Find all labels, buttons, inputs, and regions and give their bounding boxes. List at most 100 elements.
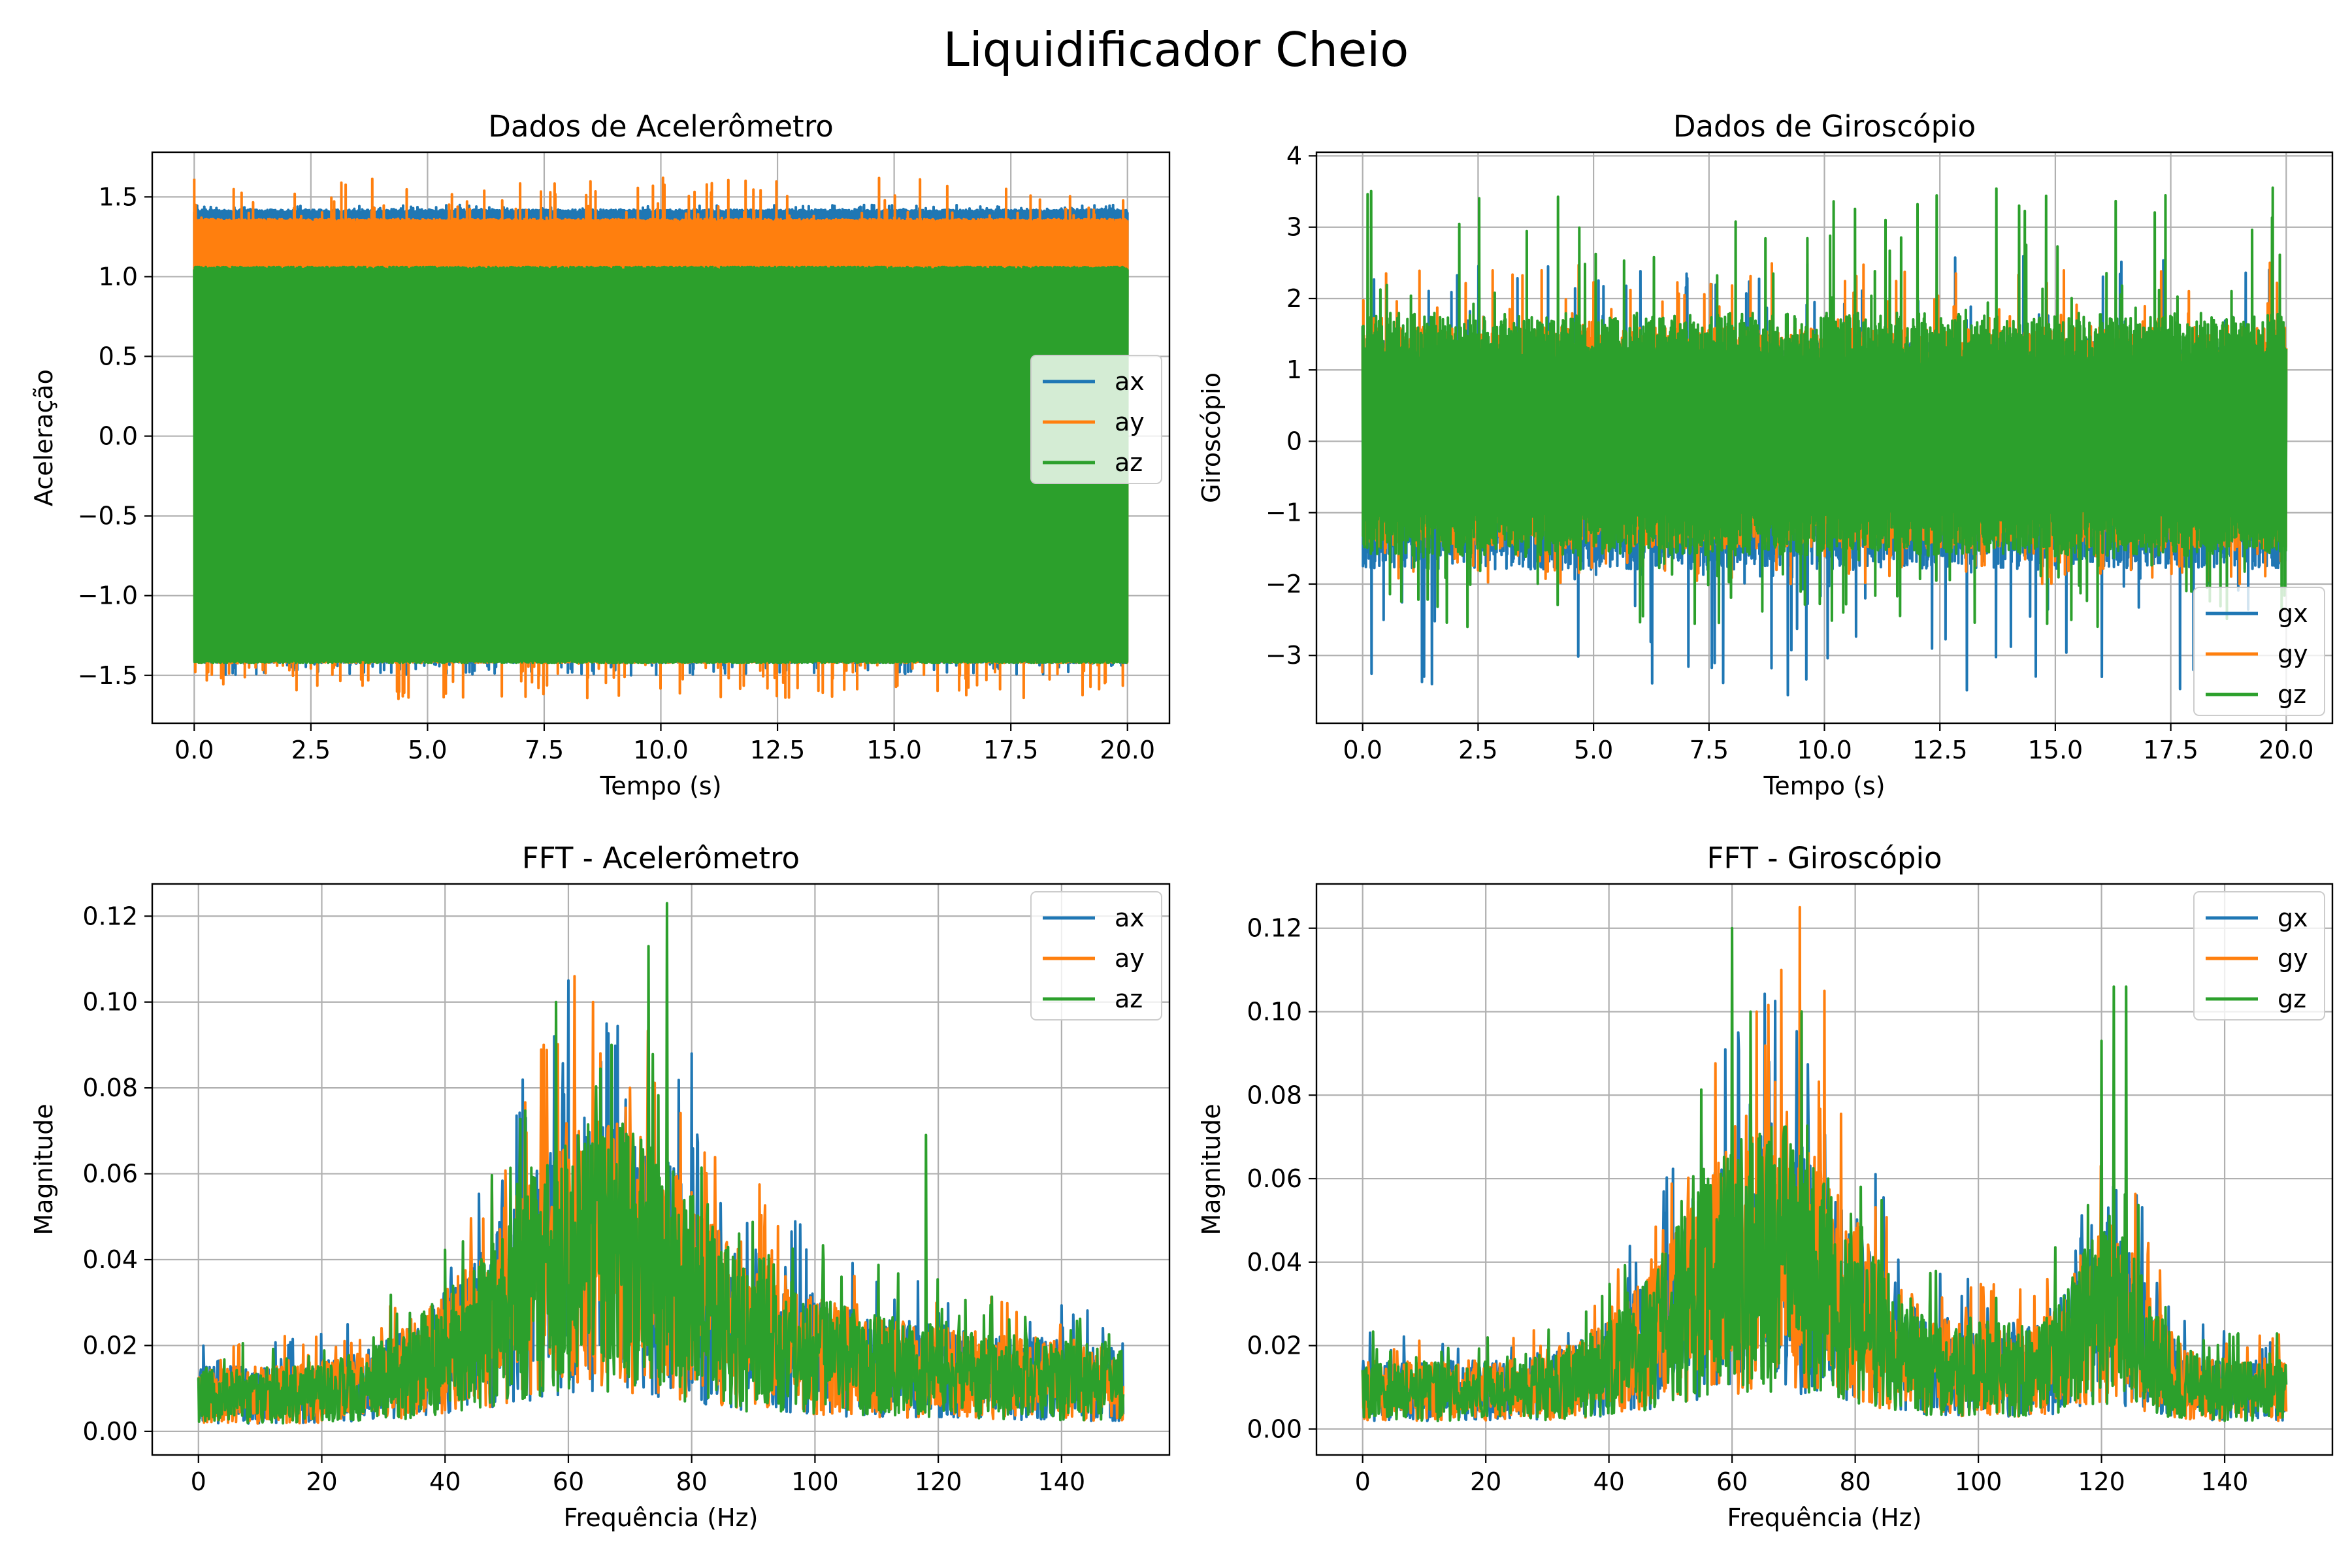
legend-box — [2193, 587, 2325, 716]
y-tick-label: 0.12 — [82, 902, 138, 930]
y-tick-label: 2 — [1286, 284, 1302, 313]
y-tick-label: 0.5 — [99, 342, 138, 370]
x-tick-label: 2.5 — [1458, 736, 1497, 764]
legend-label-gy: gy — [2278, 944, 2308, 973]
legend-label-ay: ay — [1115, 408, 1145, 436]
series-line-gz — [1361, 926, 2288, 1422]
x-tick-label: 100 — [791, 1467, 839, 1496]
y-tick-label: 1.5 — [99, 182, 138, 211]
x-tick-label: 12.5 — [1912, 736, 1968, 764]
legend-box — [1030, 355, 1162, 484]
x-tick-label: 80 — [1839, 1467, 1870, 1496]
x-tick-label: 0.0 — [1343, 736, 1382, 764]
series-line-az — [193, 265, 1129, 664]
chart-title: Dados de Giroscópio — [1673, 109, 1976, 144]
x-tick-label: 60 — [1716, 1467, 1748, 1496]
x-tick-label: 15.0 — [2028, 736, 2083, 764]
x-axis-label: Frequência (Hz) — [564, 1503, 759, 1532]
y-tick-label: −2 — [1266, 570, 1302, 598]
x-tick-label: 10.0 — [1797, 736, 1852, 764]
x-tick-label: 5.0 — [408, 736, 447, 764]
chart-accelerometer: 0.0 2.5 5.0 7.5 10.0 12.5 15.0 17.5 20.0 −1.5 −1.0… — [29, 109, 1171, 800]
legend-box — [1030, 891, 1162, 1021]
x-tick-label: 140 — [2201, 1467, 2249, 1496]
x-tick-label: 7.5 — [525, 736, 564, 764]
y-tick-label: 1.0 — [99, 262, 138, 291]
x-tick-label: 20.0 — [1100, 736, 1155, 764]
x-tick-label: 17.5 — [2143, 736, 2198, 764]
y-tick-label: 0 — [1286, 427, 1302, 455]
x-tick-label: 12.5 — [750, 736, 806, 764]
y-tick-label: 1 — [1286, 355, 1302, 384]
x-tick-label: 140 — [1038, 1467, 1086, 1496]
chart-gyroscope: 0.0 2.5 5.0 7.5 10.0 12.5 15.0 17.5 20.0 −3 −2 −1 0 1… — [1197, 109, 2334, 800]
x-tick-label: 0 — [1355, 1467, 1371, 1496]
chart-title: Dados de Acelerômetro — [488, 109, 834, 144]
x-axis-label: Tempo (s) — [599, 772, 721, 800]
legend-label-gz: gz — [2278, 985, 2306, 1013]
x-tick-label: 40 — [429, 1467, 461, 1496]
legend: ax ay az — [1030, 891, 1162, 1021]
legend-label-az: az — [1115, 448, 1143, 477]
x-axis-label: Tempo (s) — [1763, 772, 1885, 800]
chart-title: FFT - Giroscópio — [1707, 841, 1942, 875]
legend-label-gy: gy — [2278, 640, 2308, 668]
y-tick-label: −1.5 — [78, 661, 138, 690]
y-tick-label: 0.02 — [1247, 1331, 1302, 1360]
legend: gx gy gz — [2193, 891, 2325, 1021]
y-tick-label: 4 — [1286, 141, 1302, 170]
x-tick-label: 0 — [191, 1467, 206, 1496]
series-line-gz — [1361, 186, 2288, 629]
y-axis-label: Aceleração — [29, 369, 58, 506]
x-tick-label: 80 — [676, 1467, 708, 1496]
plot-area — [197, 902, 1125, 1425]
y-axis-label: Magnitude — [29, 1103, 58, 1235]
plot-area — [193, 176, 1129, 700]
x-tick-label: 40 — [1593, 1467, 1624, 1496]
x-tick-label: 120 — [915, 1467, 962, 1496]
y-axis-label: Giroscópio — [1197, 372, 1226, 503]
x-tick-label: 5.0 — [1574, 736, 1613, 764]
y-tick-label: 0.06 — [82, 1160, 138, 1188]
legend-label-gx: gx — [2278, 599, 2308, 628]
legend-label-gz: gz — [2278, 680, 2306, 709]
x-tick-label: 60 — [553, 1467, 584, 1496]
chart-title: FFT - Acelerômetro — [522, 841, 800, 875]
legend-label-az: az — [1115, 985, 1143, 1013]
y-tick-label: −1.0 — [78, 581, 138, 610]
x-tick-label: 20 — [1470, 1467, 1501, 1496]
series-line-gy — [1361, 906, 2288, 1422]
x-tick-label: 15.0 — [866, 736, 922, 764]
legend-label-ay: ay — [1115, 944, 1145, 973]
y-tick-label: 0.08 — [82, 1073, 138, 1102]
legend: ax ay az — [1030, 355, 1162, 484]
axes-frame — [1315, 883, 2334, 1456]
figure-title: Liquidificador Cheio — [943, 22, 1409, 77]
legend-label-ax: ax — [1115, 367, 1145, 396]
x-tick-label: 20 — [306, 1467, 337, 1496]
y-tick-label: 0.04 — [82, 1245, 138, 1274]
y-tick-label: −0.5 — [78, 502, 138, 531]
y-tick-label: 3 — [1286, 213, 1302, 242]
y-tick-label: 0.00 — [1247, 1414, 1302, 1443]
x-tick-label: 7.5 — [1690, 736, 1729, 764]
chart-fft-gyroscope: 0 20 40 60 80 100 120 140 0.00 0.02 0.04 0.06 0.08 0.… — [1197, 841, 2334, 1532]
x-tick-label: 120 — [2078, 1467, 2125, 1496]
x-tick-label: 17.5 — [983, 736, 1039, 764]
y-tick-label: 0.00 — [82, 1417, 138, 1446]
y-tick-label: 0.08 — [1247, 1081, 1302, 1109]
x-tick-label: 20.0 — [2259, 736, 2314, 764]
y-tick-label: 0.10 — [1247, 998, 1302, 1026]
x-tick-label: 0.0 — [174, 736, 214, 764]
legend: gx gy gz — [2193, 587, 2325, 716]
y-tick-label: 0.06 — [1247, 1164, 1302, 1193]
legend-box — [2193, 891, 2325, 1021]
y-tick-label: 0.10 — [82, 988, 138, 1017]
x-tick-label: 100 — [1955, 1467, 2002, 1496]
chart-fft-accelerometer: 0 20 40 60 80 100 120 140 0.00 0.02 0.04 0.06 0.08 0.… — [29, 841, 1171, 1532]
axes-frame — [151, 883, 1171, 1456]
legend-label-ax: ax — [1115, 904, 1145, 932]
y-tick-label: −3 — [1266, 641, 1302, 670]
x-axis-label: Frequência (Hz) — [1727, 1503, 1922, 1532]
